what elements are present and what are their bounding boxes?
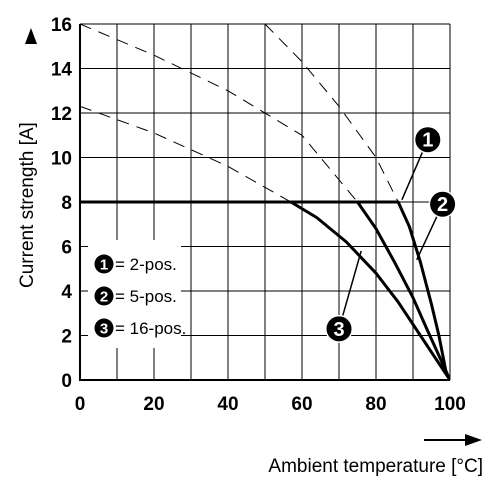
x-tick-label: 0 [75, 394, 86, 415]
callout-badge-number: 1 [422, 130, 433, 152]
x-tick-label: 40 [217, 394, 238, 415]
x-tick-label: 80 [365, 394, 386, 415]
legend: 1 = 2-pos. 2 = 5-pos. 3 = 16-pos. [88, 240, 186, 348]
legend-item: 2 = 5-pos. [94, 286, 177, 306]
legend-label: = 16-pos. [115, 319, 186, 338]
x-tick-label: 20 [143, 394, 164, 415]
y-tick-label: 10 [51, 149, 72, 170]
legend-badge-number: 1 [100, 257, 108, 274]
legend-badge-number: 3 [100, 321, 108, 338]
callout-badge-icon [430, 191, 456, 217]
callouts: 1 2 3 [325, 125, 457, 343]
callout-badge-number: 2 [437, 194, 448, 216]
y-tick-label: 16 [51, 15, 72, 36]
legend-label: = 2-pos. [115, 255, 177, 274]
legend-badge-number: 2 [100, 289, 108, 306]
y-tick-label: 14 [51, 60, 73, 81]
y-tick-label: 12 [51, 104, 72, 125]
legend-item: 1 = 2-pos. [94, 254, 177, 274]
legend-badge-icon [94, 254, 114, 274]
y-tick-label: 6 [61, 238, 72, 259]
legend-label: = 5-pos. [115, 287, 177, 306]
y-tick-label: 4 [61, 282, 72, 303]
derating-curve-2 [80, 200, 450, 380]
legend-badge-icon [94, 318, 114, 338]
extrapolation-dashed-line [264, 24, 399, 203]
callout-badge-number: 3 [333, 319, 344, 341]
y-axis-arrow-icon [25, 28, 37, 44]
derating-curve-3 [80, 200, 450, 380]
y-tick-label: 8 [61, 193, 72, 214]
y-tick-label: 0 [61, 371, 72, 392]
legend-badge-icon [94, 286, 114, 306]
x-axis-arrow-icon [465, 434, 482, 446]
callout-badge-icon [415, 127, 441, 153]
x-tick-label: 60 [291, 394, 312, 415]
extrapolation-dashed-line [80, 24, 358, 203]
y-axis-label: Current strength [A] [17, 122, 38, 288]
y-tick-label: 2 [61, 327, 72, 348]
x-tick-label: 100 [434, 394, 466, 415]
callout-badge-icon [326, 316, 352, 342]
curves [80, 24, 450, 380]
legend-item: 3 = 16-pos. [94, 318, 186, 338]
x-axis-label: Ambient temperature [°C] [268, 456, 483, 477]
